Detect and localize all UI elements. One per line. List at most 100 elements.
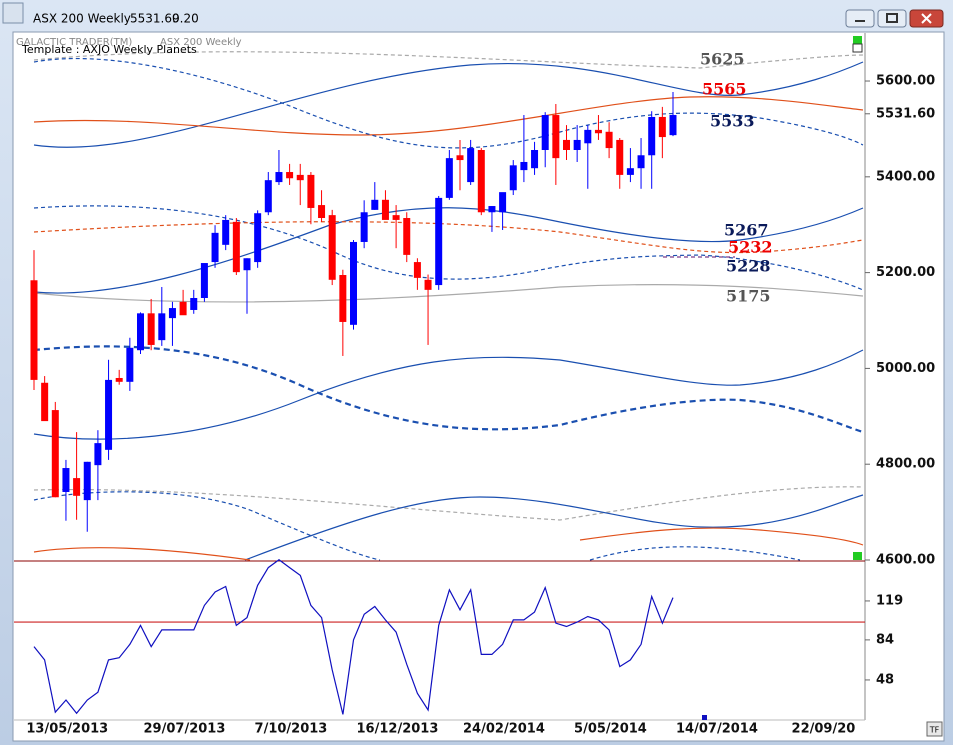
y-tick-label: 4800.00 [876, 457, 935, 472]
level-label: 5625 [700, 50, 745, 69]
candle-body [318, 205, 326, 219]
x-tick-label: 29/07/2013 [144, 722, 226, 737]
level-label: 5175 [726, 287, 771, 306]
level-label: 5267 [724, 221, 769, 240]
candle-body [307, 174, 315, 208]
candle-body [648, 116, 656, 156]
candle-body [626, 168, 634, 175]
marker-square[interactable] [852, 43, 863, 53]
candle-body [637, 155, 645, 169]
candle-body [392, 215, 400, 220]
close-icon [921, 13, 932, 24]
planet-line [33, 221, 864, 254]
candle-body [520, 161, 528, 171]
template-label: Template : AXJO Weekly Planets [21, 43, 197, 56]
marker-square[interactable] [853, 552, 862, 560]
x-tick-label: 14/07/2014 [676, 722, 758, 737]
x-tick-label: 7/10/2013 [255, 722, 328, 737]
candle-body [669, 115, 677, 136]
candle-body [190, 298, 198, 310]
cursor-marker [702, 715, 707, 720]
planet-line [33, 527, 864, 561]
candle-body [413, 262, 421, 278]
candle-body [616, 139, 624, 175]
candle-body [137, 313, 144, 351]
planet-line [33, 205, 864, 291]
planet-line [33, 51, 864, 69]
candle-body [424, 279, 432, 290]
candle-body [73, 478, 81, 496]
tf-label: TF [929, 726, 940, 735]
candle-body [41, 382, 49, 422]
candle-body [275, 172, 283, 183]
candle-body [158, 313, 166, 341]
marker-square[interactable] [853, 36, 862, 44]
candle-body [658, 116, 666, 138]
candle-body [445, 158, 453, 198]
planet-line [33, 207, 864, 294]
candle-body [179, 301, 187, 316]
window-price: 5531.60 [130, 12, 180, 26]
app-icon[interactable] [2, 2, 24, 24]
chart-subheader: ASX 200 Weekly [160, 37, 242, 48]
y-tick-label: 5600.00 [876, 74, 935, 89]
tf-button[interactable] [926, 721, 943, 737]
candle-body [286, 172, 294, 179]
candle-body [254, 213, 262, 263]
planet-line [244, 494, 864, 561]
candle-body [541, 115, 549, 150]
chart-header: GALACTIC TRADER(TM) [16, 37, 132, 48]
candle-body [371, 199, 379, 210]
planet-line [33, 349, 864, 440]
planet-line [33, 57, 864, 149]
candle-body [467, 148, 475, 183]
y-tick-label: 84 [876, 632, 894, 647]
candle-body [243, 258, 251, 271]
planet-line [33, 96, 864, 136]
candle-body [456, 155, 464, 161]
candle-body [339, 275, 347, 322]
candle-body [147, 313, 155, 345]
minimize-button[interactable] [845, 9, 875, 28]
candle-body [126, 347, 134, 382]
x-tick-label: 13/05/2013 [26, 722, 108, 737]
level-label: 5232 [728, 238, 773, 257]
y-tick-label: 5200.00 [876, 265, 935, 280]
planet-line [33, 491, 801, 561]
candle-body [211, 232, 219, 263]
candle-body [200, 263, 208, 298]
x-tick-label: 16/12/2013 [357, 722, 439, 737]
window-title: ASX 200 Weekly [33, 12, 131, 26]
candle-body [222, 219, 230, 245]
maximize-button[interactable] [877, 9, 907, 28]
candle-body [62, 468, 70, 492]
level-label: 5565 [702, 80, 747, 99]
candle-body [435, 197, 443, 286]
minimize-icon [855, 20, 865, 22]
candle-body [531, 149, 539, 169]
planet-line [33, 345, 864, 434]
candle-body [296, 174, 304, 181]
candle-body [381, 199, 389, 220]
candle-body [232, 221, 240, 273]
planet-lines [33, 51, 864, 561]
y-tick-label: 4600.00 [876, 553, 935, 568]
candle-body [563, 139, 570, 150]
maximize-icon [886, 13, 898, 23]
candle-body [105, 379, 113, 450]
candle-body [83, 461, 91, 501]
last-price-label: 5531.60 [876, 106, 935, 121]
candle-body [509, 165, 517, 191]
candle-body [264, 180, 272, 213]
candle-body [115, 377, 123, 382]
candle-body [328, 215, 336, 280]
level-label: 5533 [710, 112, 755, 131]
candle-body [499, 192, 507, 213]
level-label: 5228 [726, 257, 771, 276]
window-buttons [845, 9, 944, 28]
y-tick-label: 119 [876, 593, 903, 608]
candle-body [168, 308, 176, 319]
y-tick-label: 5400.00 [876, 169, 935, 184]
x-tick-label: 24/02/2014 [463, 722, 545, 737]
